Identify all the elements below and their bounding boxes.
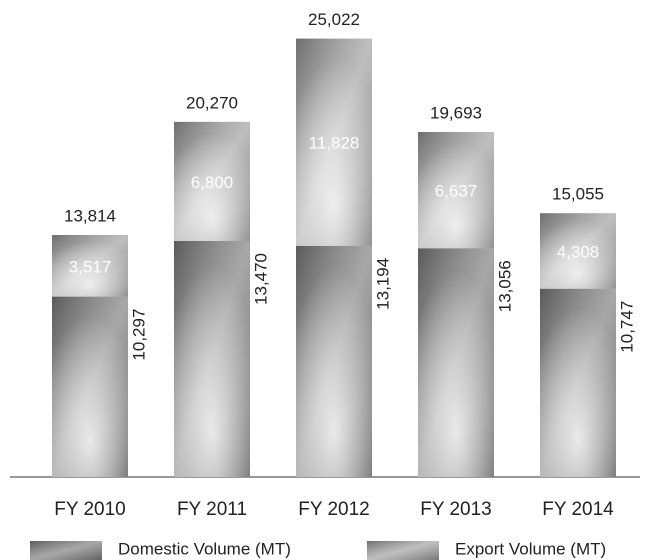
value-label: 13,470 (251, 253, 270, 305)
value-label: 13,194 (373, 258, 392, 310)
value-label: 10,747 (617, 301, 636, 353)
x-tick-label: FY 2010 (54, 499, 125, 520)
legend-label: Export Volume (MT) (455, 539, 606, 558)
value-label: 6,637 (435, 182, 478, 201)
total-label: 20,270 (186, 93, 238, 112)
legend-texture (367, 541, 439, 560)
total-label: 19,693 (430, 103, 482, 122)
bar-texture (174, 241, 250, 477)
value-label: 3,517 (69, 257, 112, 276)
legend-label: Domestic Volume (MT) (118, 539, 291, 558)
bar-texture (418, 131, 494, 249)
legend-texture (30, 541, 102, 560)
value-label: 11,828 (309, 134, 360, 153)
bar-texture (296, 245, 372, 477)
value-label: 6,800 (191, 173, 234, 192)
value-label: 13,056 (495, 260, 514, 312)
x-tick-label: FY 2013 (420, 499, 491, 520)
x-tick-label: FY 2011 (177, 499, 247, 520)
x-tick-label: FY 2012 (298, 499, 369, 520)
bar-texture (174, 121, 250, 242)
bar-texture (296, 38, 372, 246)
value-label: 10,297 (129, 309, 148, 361)
total-label: 25,022 (308, 10, 360, 29)
bar-texture (418, 248, 494, 477)
total-label: 15,055 (552, 185, 604, 204)
bar-texture (540, 288, 616, 477)
total-label: 13,814 (64, 206, 116, 225)
bar-texture (540, 213, 616, 289)
x-tick-label: FY 2014 (542, 499, 614, 520)
bar-texture (52, 296, 128, 477)
value-label: 4,308 (557, 242, 600, 261)
bar-texture (52, 234, 128, 297)
